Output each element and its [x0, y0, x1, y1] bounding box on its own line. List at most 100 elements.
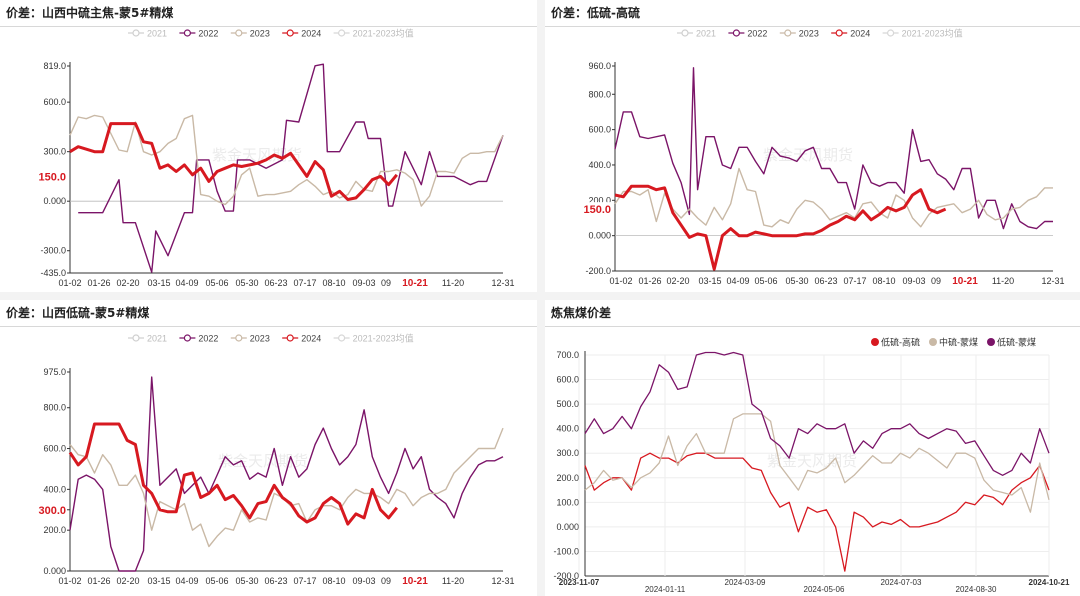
title-divider	[545, 326, 1080, 327]
legend-label: 2021-2023均值	[353, 28, 414, 39]
y-tick-label: 600.0	[588, 125, 611, 135]
x-tick-label: 11-20	[992, 276, 1014, 286]
x-tick-label: 03-15	[147, 576, 170, 586]
x-tick-label: 05-06	[754, 276, 777, 286]
x-tick-label: 09	[931, 276, 941, 286]
x-tick-label: 05-30	[235, 576, 258, 586]
legend-label: 2021-2023均值	[902, 28, 963, 39]
x-tick-label: 2024-03-09	[725, 578, 766, 587]
legend-label: 2021-2023均值	[353, 333, 414, 344]
legend-marker	[183, 334, 191, 342]
legend-label: 2022	[198, 334, 218, 344]
watermark: 紫金天风期货	[212, 147, 302, 164]
y-tick-label: 300.0	[43, 147, 66, 157]
series-line	[584, 413, 1050, 513]
y-tick-label: 600.0	[43, 444, 66, 454]
series-line-2024	[69, 122, 398, 201]
highlight-value-bg	[579, 202, 612, 217]
x-tick-label: 04-09	[726, 276, 749, 286]
x-tick-label: 07-17	[293, 278, 316, 288]
x-tick-label: 03-15	[698, 276, 721, 286]
highlight-value-bg	[34, 169, 67, 184]
x-tick-label: 09-03	[352, 576, 375, 586]
y-tick-label: 819.0	[43, 61, 66, 71]
x-tick-label: 10-21	[402, 278, 428, 289]
y-tick-label: 600.0	[43, 97, 66, 107]
legend-marker	[235, 334, 243, 342]
y-tick-label: 800.0	[588, 89, 611, 99]
series-line-2024	[614, 184, 947, 271]
x-tick-label: 02-20	[116, 576, 139, 586]
highlight-value-label: 150.0	[583, 204, 611, 216]
legend-marker	[784, 29, 792, 37]
legend-marker	[681, 29, 689, 37]
x-tick-label: 01-26	[638, 276, 661, 286]
x-tick-label: 08-10	[322, 278, 345, 288]
y-tick-label: -200.0	[585, 266, 611, 276]
x-tick-label: 11-20	[442, 278, 464, 288]
series-line-2022	[78, 63, 504, 273]
x-tick-label: 09	[381, 278, 391, 288]
highlight-value-label: 150.0	[38, 171, 66, 183]
y-tick-label: 975.0	[43, 367, 66, 377]
legend-label: 2023	[250, 334, 270, 344]
x-tick-label: 08-10	[322, 576, 345, 586]
chart-panel-4: 炼焦煤价差 低硫-高硫 中硫-蒙煤 低硫-蒙煤 紫金天风期货 700.0 600.0 500…	[545, 300, 1080, 596]
title-divider	[545, 26, 1080, 27]
series-line	[584, 351, 1050, 476]
y-tick-label: 200.0	[556, 473, 579, 483]
y-tick-label: -200.0	[553, 571, 579, 581]
legend-label: 低硫-高硫	[881, 337, 920, 348]
legend-marker	[183, 29, 191, 37]
x-tick-label: 12-31	[1041, 276, 1064, 286]
x-tick-label: 2023-11-07	[559, 578, 600, 587]
y-tick-label: 300.0	[556, 448, 579, 458]
x-tick-label: 01-26	[87, 576, 110, 586]
x-tick-label: 04-09	[175, 576, 198, 586]
x-tick-label: 07-17	[293, 576, 316, 586]
y-tick-label: 200.0	[43, 525, 66, 535]
legend-label: 2024	[301, 334, 321, 344]
legend-label: 2022	[747, 29, 767, 39]
x-tick-label: 06-23	[264, 278, 287, 288]
x-tick-label: 12-31	[491, 278, 514, 288]
x-tick-label: 02-20	[666, 276, 689, 286]
legend-label: 2024	[850, 29, 870, 39]
highlight-value-bg	[34, 502, 67, 517]
x-tick-label: 09-03	[352, 278, 375, 288]
legend-marker	[871, 338, 879, 346]
x-tick-label: 07-17	[843, 276, 866, 286]
y-tick-label: 800.0	[43, 403, 66, 413]
x-tick-label: 01-02	[58, 576, 81, 586]
watermark: 紫金天风期货	[767, 453, 857, 470]
x-tick-label: 2024-10-21	[1029, 578, 1070, 587]
x-tick-label: 03-15	[147, 278, 170, 288]
x-tick-label: 12-31	[491, 576, 514, 586]
y-tick-label: -100.0	[553, 546, 579, 556]
legend-marker	[132, 334, 140, 342]
legend-marker	[929, 338, 937, 346]
y-tick-label: 0.000	[588, 231, 611, 241]
y-tick-label: 960.0	[588, 61, 611, 71]
legend-marker	[835, 29, 843, 37]
legend-marker	[132, 29, 140, 37]
series-line-2023	[69, 114, 504, 207]
legend-marker	[338, 29, 346, 37]
y-tick-label: 600.0	[556, 375, 579, 385]
y-tick-label: 700.0	[556, 350, 579, 360]
legend-marker	[338, 334, 346, 342]
chart-panel-2: 价差：低硫-高硫 2021 2022 2023 2024 2021-2023均值 紫金天风…	[545, 0, 1080, 292]
x-tick-label: 09-03	[902, 276, 925, 286]
y-tick-label: -300.0	[40, 246, 66, 256]
legend-marker	[235, 29, 243, 37]
x-tick-label: 08-10	[872, 276, 895, 286]
title-divider	[0, 26, 537, 27]
x-tick-label: 04-09	[175, 278, 198, 288]
x-tick-label: 05-30	[785, 276, 808, 286]
series-line-2022	[614, 67, 1053, 230]
x-tick-label: 2024-01-11	[645, 585, 686, 594]
x-tick-label: 11-20	[442, 576, 464, 586]
